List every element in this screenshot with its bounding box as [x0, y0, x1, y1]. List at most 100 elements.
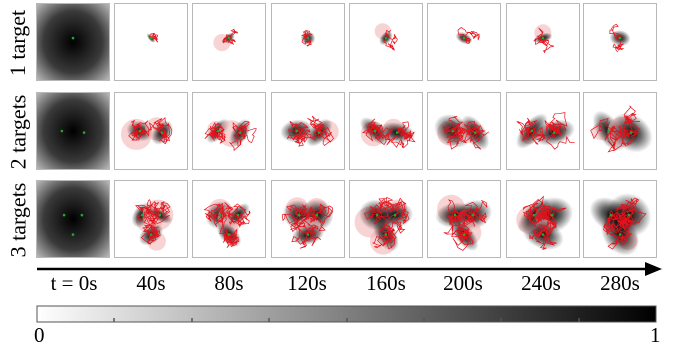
robot-trajectory	[458, 199, 488, 227]
panel-border	[36, 3, 110, 81]
time-tick-4: 160s	[366, 271, 406, 295]
panel-border	[114, 180, 188, 258]
target-marker	[373, 129, 377, 133]
target-marker	[550, 213, 554, 217]
panel-r3-c7	[506, 180, 580, 258]
robot-trajectory	[220, 202, 251, 228]
target-marker	[609, 213, 613, 217]
robot-trajectory	[219, 227, 240, 249]
target-marker	[473, 131, 477, 134]
colorbar-min-label: 0	[34, 323, 45, 347]
target-marker	[552, 131, 556, 134]
panel-border	[114, 3, 188, 81]
robot-trajectory	[302, 203, 334, 232]
target-marker	[530, 129, 534, 133]
panel-border	[506, 180, 580, 258]
robot-trajectory	[603, 205, 631, 234]
panel-r1-c2	[114, 3, 188, 81]
robot-trajectory	[229, 121, 257, 152]
panel-border	[192, 180, 266, 258]
robot-trajectory	[383, 29, 398, 51]
target-marker	[216, 129, 220, 133]
robot-trajectory	[372, 220, 406, 250]
target-marker	[618, 36, 622, 40]
target-marker	[451, 129, 455, 133]
robot-trajectory	[450, 218, 474, 251]
time-arrow-head	[645, 262, 662, 276]
panel-r2-c4	[271, 92, 345, 170]
panel-border	[583, 180, 657, 258]
panel-r3-c5	[349, 180, 423, 258]
target-marker	[295, 129, 299, 133]
panel-r1-c5	[349, 3, 423, 81]
time-tick-0: t = 0s	[50, 271, 98, 295]
colorbar-max-label: 1	[650, 323, 661, 347]
robot-trajectory	[538, 195, 567, 233]
panel-border	[271, 180, 345, 258]
target-marker	[80, 213, 84, 217]
target-marker	[71, 233, 75, 236]
target-marker	[607, 129, 611, 133]
robot-trajectory	[281, 204, 311, 233]
target-marker	[149, 36, 153, 40]
target-marker	[627, 213, 631, 217]
robot-trajectory	[603, 210, 634, 250]
robot-trajectory	[148, 32, 159, 43]
panel-r2-c6	[427, 92, 501, 170]
panel-r1-c3	[192, 3, 266, 81]
robot-trajectory	[384, 121, 416, 149]
robot-trajectory	[148, 201, 171, 228]
panel-r3-c3	[192, 180, 266, 258]
time-tick-5: 200s	[443, 271, 483, 295]
robot-trajectory	[135, 199, 159, 227]
robot-trajectory	[286, 121, 312, 147]
target-marker	[71, 36, 75, 40]
robot-trajectory	[361, 118, 394, 146]
panel-border	[271, 92, 345, 170]
panel-border	[506, 92, 580, 170]
target-marker	[532, 213, 536, 217]
target-marker	[375, 213, 379, 217]
robot-trajectory	[609, 23, 625, 53]
robot-trajectory	[148, 117, 173, 145]
target-marker	[238, 131, 242, 134]
panel-r2-c7	[506, 92, 580, 170]
robot-trajectory	[128, 119, 150, 141]
panel-border	[271, 3, 345, 81]
robot-trajectory	[516, 117, 548, 145]
time-tick-1: 40s	[136, 271, 166, 295]
panel-border	[349, 180, 423, 258]
target-marker	[393, 213, 397, 217]
panel-r2-c1	[36, 92, 110, 170]
target-marker	[218, 213, 222, 217]
robot-trajectory	[454, 121, 490, 150]
target-marker	[629, 131, 633, 134]
panel-r3-c1	[36, 180, 110, 258]
time-tick-7: 280s	[600, 271, 640, 295]
robot-trajectory	[442, 115, 467, 150]
time-tick-2: 80s	[214, 271, 244, 295]
target-marker	[236, 213, 240, 217]
target-marker	[158, 213, 162, 217]
time-tick-3: 120s	[287, 271, 327, 295]
panel-r1-c7	[506, 3, 580, 81]
target-marker	[227, 36, 231, 40]
panel-r1-c4	[271, 3, 345, 81]
robot-trajectory	[590, 117, 635, 153]
robot-trajectory	[457, 27, 480, 44]
target-marker	[306, 36, 310, 40]
robot-trajectory	[443, 199, 472, 237]
robot-trajectory	[301, 30, 313, 47]
panel-border	[349, 3, 423, 81]
robot-trajectory	[522, 198, 548, 228]
panel-r2-c8	[583, 92, 657, 170]
panel-r2-c2	[114, 92, 188, 170]
prior-heatmap	[36, 3, 110, 81]
panel-r3-c6	[427, 180, 501, 258]
panel-border	[192, 3, 266, 81]
target-marker	[149, 233, 153, 236]
colorbar-ticks	[113, 318, 580, 322]
robot-trajectory	[140, 220, 161, 245]
target-marker	[138, 129, 142, 133]
target-marker	[227, 233, 231, 236]
